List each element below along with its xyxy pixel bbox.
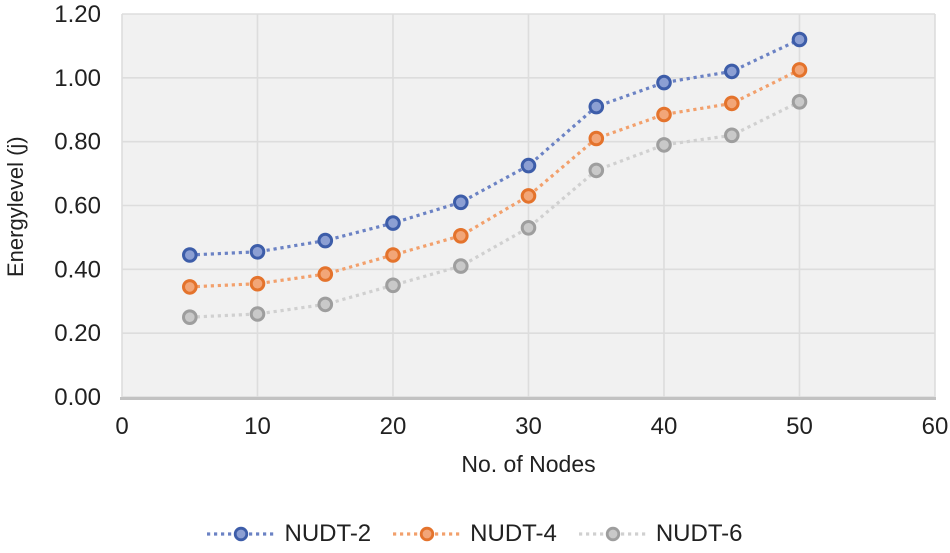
x-tick-label: 10 (244, 413, 271, 440)
data-point-nudt-6 (656, 137, 672, 153)
data-point-nudt-2 (724, 63, 740, 80)
series-line-nudt-6 (189, 100, 801, 319)
legend-marker-icon (393, 526, 462, 542)
legend-item-nudt-2: NUDT-2 (207, 520, 371, 548)
data-point-nudt-6 (588, 162, 605, 179)
y-tick-label: 0.40 (54, 256, 101, 283)
legend-marker-icon (578, 526, 647, 542)
data-point-nudt-2 (656, 74, 672, 91)
data-point-nudt-4 (791, 62, 808, 78)
data-point-nudt-6 (182, 309, 198, 326)
x-tick-label: 50 (786, 413, 813, 440)
data-point-nudt-2 (249, 244, 266, 260)
data-point-nudt-2 (385, 215, 401, 231)
data-point-nudt-2 (520, 157, 537, 174)
y-tick-label: 0.60 (54, 193, 101, 220)
legend-item-nudt-4: NUDT-4 (393, 520, 557, 548)
data-point-nudt-2 (791, 31, 808, 48)
data-point-nudt-4 (249, 275, 266, 292)
legend-label: NUDT-4 (470, 520, 557, 547)
data-point-nudt-4 (385, 247, 401, 263)
data-point-nudt-6 (724, 127, 740, 144)
data-point-nudt-6 (791, 94, 808, 110)
data-point-nudt-6 (249, 306, 266, 322)
y-tick-label: 1.00 (54, 65, 101, 92)
x-tick-label: 30 (515, 413, 542, 440)
legend-item-nudt-6: NUDT-6 (578, 520, 743, 548)
legend-label: NUDT-2 (284, 520, 372, 547)
x-tick-label: 40 (651, 413, 678, 440)
data-point-nudt-6 (317, 296, 334, 313)
data-point-nudt-2 (453, 194, 469, 211)
y-axis-title: Energylevel (j) (3, 136, 28, 277)
y-tick-label: 0.00 (54, 384, 101, 411)
data-point-nudt-2 (182, 247, 198, 263)
legend-label: NUDT-6 (655, 520, 743, 547)
series-line-nudt-2 (189, 38, 801, 257)
data-point-nudt-2 (588, 98, 605, 115)
data-point-nudt-6 (385, 277, 401, 294)
x-axis-title: No. of Nodes (461, 451, 596, 477)
x-tick-label: 0 (115, 413, 128, 440)
data-point-nudt-4 (588, 130, 605, 147)
y-tick-label: 1.20 (54, 1, 101, 28)
data-point-nudt-6 (453, 258, 469, 274)
data-point-nudt-6 (520, 220, 537, 236)
y-tick-label: 0.80 (54, 129, 101, 156)
y-tick-label: 0.20 (54, 320, 101, 347)
data-point-nudt-2 (317, 232, 334, 249)
legend-marker-icon (207, 526, 276, 542)
data-point-nudt-4 (317, 266, 334, 282)
legend: NUDT-2 NUDT-4 NUDT-6 (0, 514, 950, 553)
data-point-nudt-4 (182, 279, 198, 295)
data-point-nudt-4 (724, 95, 740, 112)
x-tick-label: 20 (380, 413, 407, 440)
data-point-nudt-4 (453, 228, 469, 244)
series-line-nudt-4 (189, 68, 801, 289)
x-tick-label: 60 (922, 413, 949, 440)
data-point-nudt-4 (656, 106, 672, 123)
data-point-nudt-4 (520, 188, 537, 204)
